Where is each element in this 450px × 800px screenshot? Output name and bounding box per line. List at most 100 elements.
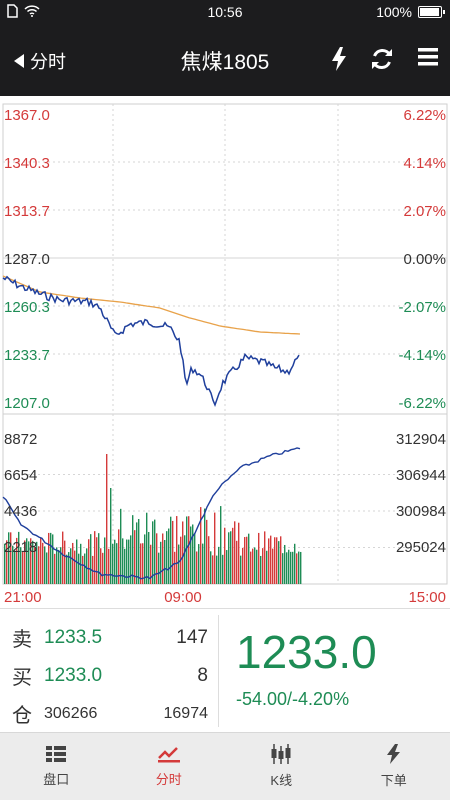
volume-bar: [294, 543, 296, 584]
sell-price: 1233.5: [44, 626, 103, 648]
volume-bar: [24, 540, 26, 584]
flash-icon[interactable]: [330, 46, 348, 78]
volume-bar: [156, 533, 158, 584]
sell-row[interactable]: 卖 1233.5 147: [12, 623, 208, 652]
time-axis-label: 15:00: [408, 589, 446, 606]
volume-bar: [22, 552, 24, 584]
volume-bar: [18, 531, 20, 584]
back-label: 分时: [30, 52, 66, 72]
volume-bar: [68, 552, 70, 584]
wifi-icon: [24, 5, 40, 17]
oi-axis-label: 306944: [396, 467, 446, 484]
volume-bar: [34, 547, 36, 584]
volume-bar: [58, 549, 60, 584]
chart-labels: 1367.0 6.22% 1340.3 4.14% 1313.7 2.07% 1287.0 0…: [4, 107, 446, 606]
volume-bar: [254, 547, 256, 584]
time-axis-label: 21:00: [4, 589, 42, 606]
tab-order-book[interactable]: 盘口: [0, 733, 113, 800]
back-triangle-icon: [14, 54, 24, 68]
volume-bar: [216, 555, 218, 584]
volume-bar: [126, 539, 128, 584]
volume-bar: [26, 538, 28, 584]
volume-bar: [252, 548, 254, 584]
volume-bar: [230, 531, 232, 584]
volume-bar: [128, 539, 130, 584]
volume-bar: [218, 546, 220, 584]
menu-icon[interactable]: [418, 46, 438, 74]
volume-bar: [204, 508, 206, 584]
volume-bar: [224, 527, 226, 584]
tab-place-order[interactable]: 下单: [338, 733, 450, 800]
volume-bar: [152, 521, 154, 584]
tab-intraday[interactable]: 分时: [113, 733, 226, 800]
volume-bar: [238, 522, 240, 584]
open-interest-value: 306266: [44, 704, 98, 722]
order-flash-icon: [386, 744, 400, 764]
oi-axis-label: 295024: [396, 539, 446, 556]
chart-canvas: 1367.0 6.22% 1340.3 4.14% 1313.7 2.07% 1287.0 0…: [2, 103, 448, 606]
volume-bar: [94, 531, 96, 584]
percent-axis-label: -2.07%: [398, 299, 446, 316]
intraday-chart[interactable]: 1367.0 6.22% 1340.3 4.14% 1313.7 2.07% 1287.0 0…: [0, 96, 450, 608]
volume-bar: [186, 516, 188, 584]
volume-bar: [258, 532, 260, 584]
average-price-line: [2, 275, 301, 335]
volume-bar: [154, 519, 156, 584]
volume-bar: [160, 541, 162, 584]
volume-bar: [56, 547, 58, 584]
volume-bar: [36, 541, 38, 584]
sell-label: 卖: [12, 629, 32, 651]
status-time: 10:56: [207, 4, 243, 20]
volume-bar: [16, 537, 18, 584]
volume-bar: [48, 532, 50, 584]
open-interest-line: [2, 447, 301, 580]
volume-bar: [166, 531, 168, 584]
battery-text: 100%: [376, 4, 412, 20]
refresh-icon[interactable]: [370, 46, 394, 78]
percent-axis-label: 0.00%: [403, 251, 446, 268]
volume-bar: [170, 516, 172, 584]
status-bar: 10:56 100%: [0, 0, 450, 24]
volume-bar: [84, 553, 86, 584]
volume-bar: [284, 544, 286, 584]
volume-bar: [190, 526, 192, 584]
status-left: [6, 4, 40, 18]
volume-bar: [90, 534, 92, 584]
volume-bar: [88, 539, 90, 584]
tab-kline[interactable]: K线: [225, 733, 338, 800]
volume-bar: [242, 547, 244, 584]
volume-bar: [118, 529, 120, 584]
volume-bar: [222, 554, 224, 584]
volume-bar: [208, 536, 210, 584]
volume-bar: [110, 488, 112, 584]
volume-axis-label: 6654: [4, 467, 37, 484]
volume-bar: [200, 507, 202, 584]
volume-bar: [236, 540, 238, 584]
tab-label: 下单: [380, 773, 407, 788]
volume-bar: [98, 533, 100, 584]
tab-label: 盘口: [43, 772, 70, 787]
volume-bar: [130, 535, 132, 584]
volume-bar: [198, 544, 200, 584]
volume-bar: [20, 547, 22, 584]
volume-bar: [214, 512, 216, 584]
volume-bar: [124, 548, 126, 584]
volume-bar: [272, 548, 274, 584]
volume-bar: [270, 535, 272, 584]
price-axis-label: 1367.0: [4, 107, 50, 124]
volume-bars: [4, 454, 302, 584]
volume-bar: [136, 522, 138, 584]
volume-bar: [60, 547, 62, 584]
buy-row[interactable]: 买 1233.0 8: [12, 661, 208, 690]
back-button[interactable]: 分时: [12, 48, 66, 74]
price-axis-label: 1233.7: [4, 347, 50, 364]
percent-axis-label: 6.22%: [403, 107, 446, 124]
volume-bar: [196, 551, 198, 584]
volume-bar: [74, 550, 76, 584]
volume-bar: [78, 553, 80, 584]
price-axis-label: 1207.0: [4, 395, 50, 412]
open-interest-label: 仓: [12, 705, 32, 727]
chart-grid: [2, 103, 448, 585]
page-title: 焦煤1805: [180, 51, 270, 74]
volume-bar: [10, 532, 12, 584]
